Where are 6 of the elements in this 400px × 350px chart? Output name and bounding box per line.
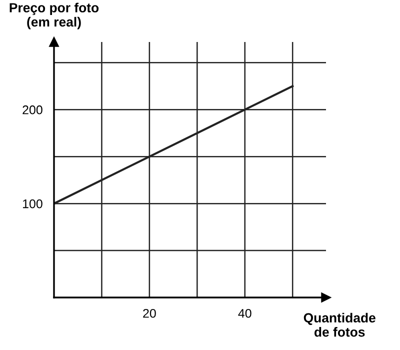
- x-axis-title: Quantidade de fotos: [304, 312, 376, 337]
- y-tick-label: 200: [22, 105, 42, 114]
- y-tick-label: 100: [22, 199, 42, 208]
- x-tick-label: 40: [238, 308, 252, 318]
- y-axis-title: Preço por foto (em real): [10, 2, 99, 30]
- x-tick-label: 20: [143, 308, 156, 318]
